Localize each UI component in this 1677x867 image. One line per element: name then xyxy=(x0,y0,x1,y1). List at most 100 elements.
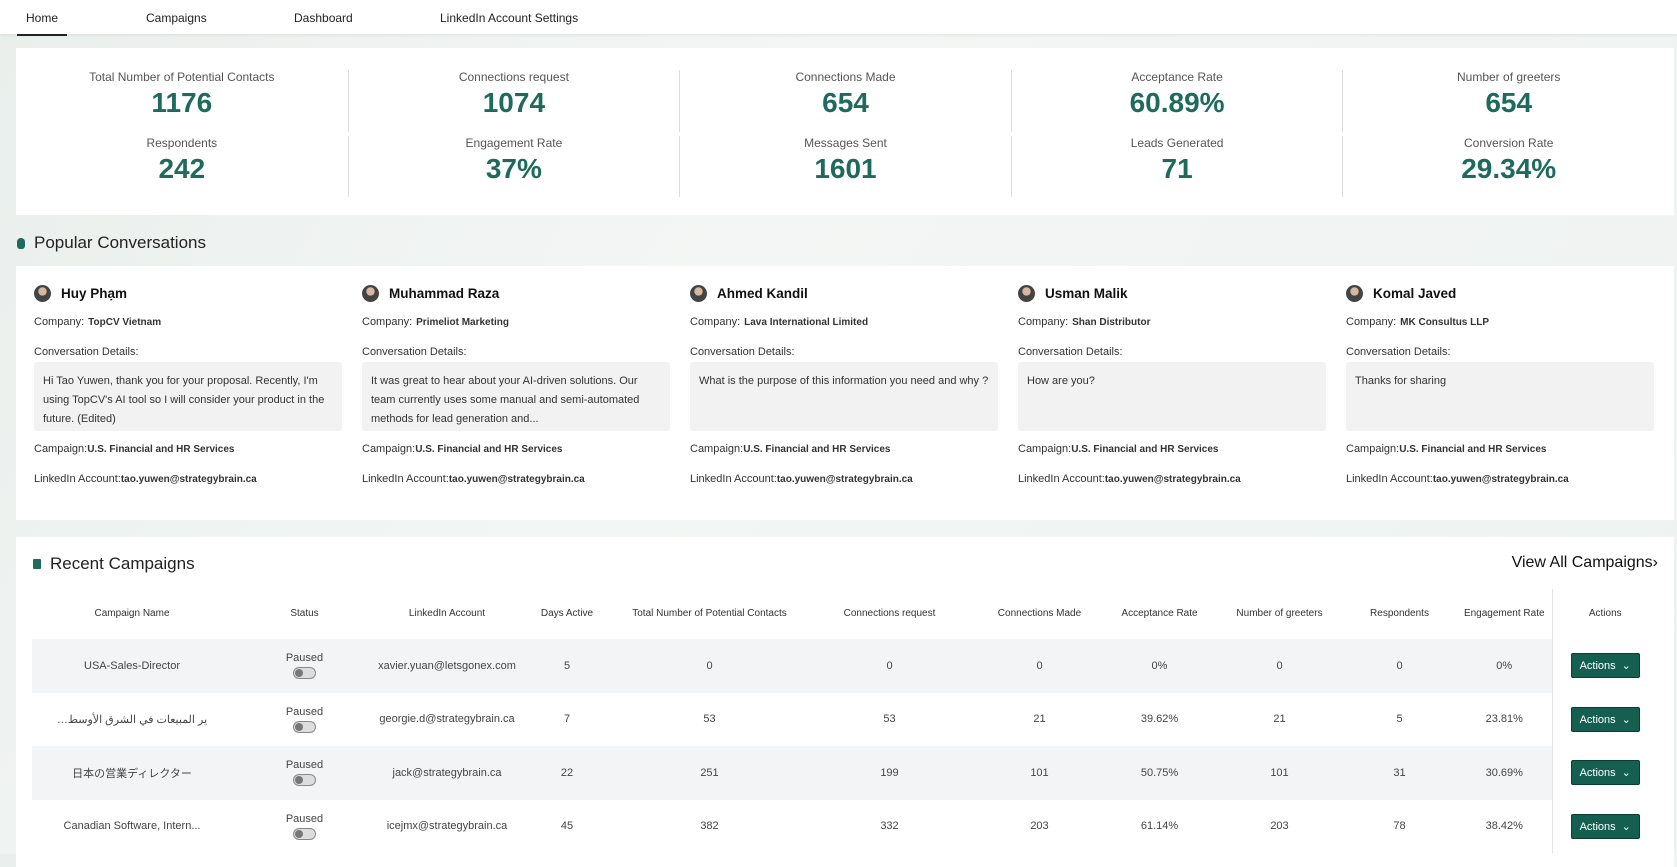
name-text: Ahmed Kandil xyxy=(717,285,808,301)
account-row: LinkedIn Account:tao.yuwen@strategybrain… xyxy=(1346,473,1654,493)
details-row: Conversation Details: xyxy=(362,346,670,360)
nav-tab[interactable]: Home xyxy=(17,11,68,36)
cell: 23.81% xyxy=(1485,713,1523,726)
column-header: Number of greeters xyxy=(1236,608,1323,619)
stat-label: Connections request xyxy=(458,70,569,84)
company-row: Company: MK Consultus LLP xyxy=(1346,316,1654,336)
stat-value: 1601 xyxy=(814,152,877,184)
campaign: U.S. Financial and HR Services xyxy=(87,444,235,455)
campaign: U.S. Financial and HR Services xyxy=(743,444,891,455)
stat-label: Respondents xyxy=(146,135,218,150)
actions-button[interactable]: Actions xyxy=(1570,706,1640,732)
cell: 30.69% xyxy=(1457,746,1552,800)
status-text: Paused xyxy=(285,652,324,665)
cell: jack@strategybrain.ca xyxy=(377,746,517,800)
cell: georgie.d@strategybrain.ca xyxy=(379,713,515,726)
actions-button[interactable]: Actions xyxy=(1570,760,1640,786)
section-header: Popular Conversations xyxy=(17,233,206,253)
cell: 101 xyxy=(977,746,1102,800)
label: Company: xyxy=(690,316,741,328)
account-row: LinkedIn Account:tao.yuwen@strategybrain… xyxy=(362,473,670,493)
company-row: Company: Shan Distributor xyxy=(1018,316,1326,336)
campaign-row: Campaign:U.S. Financial and HR Services xyxy=(690,443,998,463)
account: tao.yuwen@strategybrain.ca xyxy=(776,474,913,485)
account: tao.yuwen@strategybrain.ca xyxy=(1432,474,1569,485)
table-row: Canadian Software, Intern... Paused icejmx… xyxy=(32,799,1658,853)
section-title: Popular Conversations xyxy=(34,233,206,252)
actions-button[interactable]: Actions xyxy=(1570,653,1640,679)
campaign: U.S. Financial and HR Services xyxy=(1071,444,1219,455)
toggle[interactable] xyxy=(293,774,316,787)
name-text: Muhammad Raza xyxy=(389,285,500,301)
cell: 203 xyxy=(1030,820,1049,833)
table-row: 日本の営業ディレクター Paused jack@strategybrain.ca 22… xyxy=(32,746,1658,800)
nav-tab[interactable]: Dashboard xyxy=(294,11,353,25)
stat: Acceptance Rate 60.89% xyxy=(1010,70,1343,132)
column-header: Connections request xyxy=(843,608,936,619)
label: Campaign: xyxy=(362,443,416,455)
company: Primeliot Marketing xyxy=(416,317,509,328)
conversation-card: Huy Phạm Company: TopCV Vietnam Conversatio… xyxy=(34,282,362,520)
conversation-card: Komal Javed Company: MK Consultus LLP Conve… xyxy=(1346,282,1674,520)
label: Company: xyxy=(1346,316,1397,328)
nav-tab[interactable]: Campaigns xyxy=(146,11,207,25)
column-header: Acceptance Rate xyxy=(1121,608,1198,619)
label: Conversation Details: xyxy=(34,346,139,358)
actions-cell: Actions xyxy=(1551,692,1658,746)
link-text[interactable]: View All Campaigns xyxy=(1511,554,1653,571)
stat: Messages Sent 1601 xyxy=(679,135,1011,197)
actions-button[interactable]: Actions xyxy=(1570,813,1640,839)
campaign-row: Campaign:U.S. Financial and HR Services xyxy=(1018,443,1326,463)
toggle[interactable] xyxy=(293,720,316,733)
message: It was great to hear about your AI-drive… xyxy=(362,362,670,431)
label: LinkedIn Account: xyxy=(362,473,449,485)
campaign: U.S. Financial and HR Services xyxy=(1399,444,1547,455)
company: Lava International Limited xyxy=(744,317,869,328)
column-header: Engagement Rate xyxy=(1463,608,1545,619)
cell: 199 xyxy=(802,746,977,800)
column-header: LinkedIn Account xyxy=(408,608,486,619)
contact-name: Ahmed Kandil xyxy=(690,282,998,304)
cell: 7 xyxy=(563,713,571,726)
label: LinkedIn Account: xyxy=(1346,473,1433,485)
campaign-row: Campaign:U.S. Financial and HR Services xyxy=(362,443,670,463)
cell: USA-Sales-Director xyxy=(32,639,232,693)
view-all-link[interactable]: View All Campaigns› xyxy=(1511,554,1658,571)
company: MK Consultus LLP xyxy=(1400,317,1490,328)
label: Conversation Details: xyxy=(690,346,795,358)
account: tao.yuwen@strategybrain.ca xyxy=(120,474,257,485)
company-row: Company: Lava International Limited xyxy=(690,316,998,336)
toggle[interactable] xyxy=(293,827,316,840)
cell: 0 xyxy=(1342,639,1457,693)
stat-label: Total Number of Potential Contacts xyxy=(89,70,275,84)
column-header: Total Number of Potential Contacts xyxy=(632,608,787,619)
cell: 21 xyxy=(1033,713,1046,726)
cell: 5 xyxy=(517,639,617,693)
stat-value: 654 xyxy=(822,87,869,118)
stat-label: Leads Generated xyxy=(1130,135,1224,150)
toggle[interactable] xyxy=(293,667,316,680)
avatar xyxy=(1018,284,1035,302)
stat-value: 71 xyxy=(1161,152,1193,184)
label: LinkedIn Account: xyxy=(34,473,121,485)
cell: 38.42% xyxy=(1485,820,1523,833)
label: Campaign: xyxy=(1018,443,1072,455)
column-header: Campaign Name xyxy=(94,608,170,619)
cell: 101 xyxy=(1217,746,1342,800)
section-title: Recent Campaigns xyxy=(50,554,195,573)
label: LinkedIn Account: xyxy=(690,473,777,485)
company-row: Company: Primeliot Marketing xyxy=(362,316,670,336)
table-row: …ير المبيعات في الشرق الأوسط Paused georgi… xyxy=(32,692,1658,746)
message: Hi Tao Yuwen, thank you for your proposa… xyxy=(34,362,342,431)
cell: 22 xyxy=(517,746,617,800)
stat-value: 242 xyxy=(158,152,206,184)
campaigns-panel: Recent Campaigns View All Campaigns› Cam… xyxy=(16,537,1674,867)
message: What is the purpose of this information … xyxy=(690,362,998,431)
label: Campaign: xyxy=(690,443,744,455)
actions-cell: Actions xyxy=(1551,799,1658,853)
stat: Connections request 1074 xyxy=(347,70,680,132)
column-header: Days Active xyxy=(540,608,594,619)
avatar xyxy=(1346,284,1363,302)
column-header: Status xyxy=(290,608,319,619)
nav-tab[interactable]: LinkedIn Account Settings xyxy=(440,11,579,25)
